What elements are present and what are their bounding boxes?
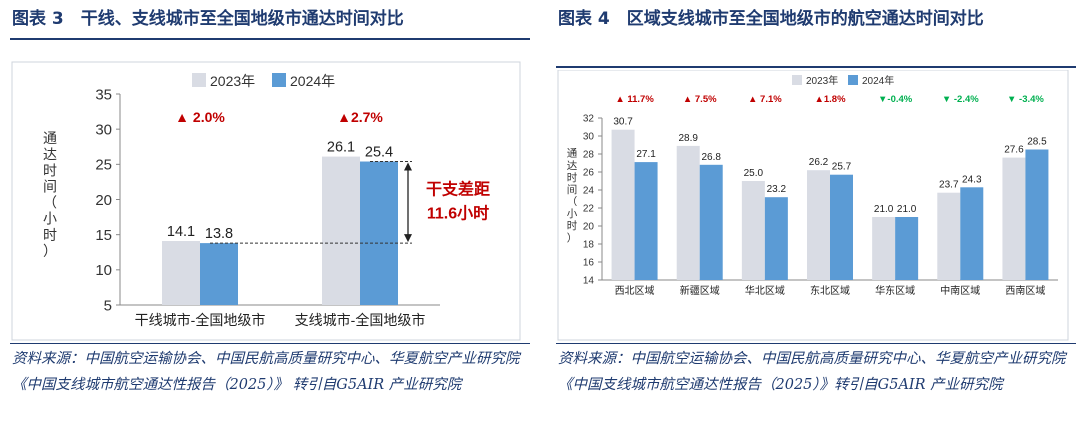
y-tick-label: 16 <box>583 258 595 269</box>
y-axis-label: 通达时间（小时） <box>567 148 578 245</box>
category-label: 中南区域 <box>940 284 980 297</box>
data-label-2023: 23.7 <box>939 180 959 191</box>
figure-4-title: 图表 4 区域支线城市至全国地级市的航空通达时间对比 <box>558 9 984 29</box>
data-label-2023: 26.1 <box>327 140 355 156</box>
bar-2023 <box>872 217 896 280</box>
data-label-2024: 13.8 <box>205 226 233 242</box>
y-tick-label: 18 <box>583 240 595 251</box>
category-label: 新疆区域 <box>680 284 720 297</box>
figure-3-source-rule <box>10 343 530 344</box>
gap-label-line2: 11.6小时 <box>427 204 489 222</box>
bar-2023 <box>807 170 830 280</box>
category-label: 华北区域 <box>745 284 785 297</box>
data-label-2024: 26.8 <box>701 152 721 163</box>
bar-2023 <box>741 181 765 280</box>
figure-4-source-note: 资料来源：中国航空运输协会、中国民航高质量研究中心、华夏航空产业研究院《中国支线… <box>558 351 1066 393</box>
legend-swatch-0 <box>192 73 206 87</box>
chart-frame <box>11 61 521 341</box>
y-tick-label: 30 <box>95 121 112 138</box>
change-label: ▲ 2.0% <box>175 109 225 125</box>
y-tick-label: 24 <box>583 186 595 197</box>
figure-3-chart: 2023年 2024年 5 10 15 20 25 30 35 通达时间（小时） 14.1 13.8 干… <box>11 61 521 341</box>
bar-2024 <box>634 162 658 280</box>
legend-label-1: 2024年 <box>862 74 894 87</box>
y-tick-label: 22 <box>583 204 595 215</box>
category-label: 西北区域 <box>615 284 655 297</box>
bar-2023 <box>676 145 700 280</box>
bar-2023 <box>162 240 200 305</box>
legend-swatch-1 <box>848 75 858 85</box>
category-label: 西南区域 <box>1005 284 1045 297</box>
figure-3-title: 图表 3 干线、支线城市至全国地级市通达时间对比 <box>12 9 404 29</box>
data-label-2024: 25.4 <box>365 145 393 161</box>
gap-label-line1: 干支差距 <box>426 179 490 198</box>
data-label-2023: 21.0 <box>874 204 894 215</box>
change-label: ▲2.7% <box>337 109 383 125</box>
figure-3-title-rule <box>10 38 530 40</box>
data-label-2023: 26.2 <box>809 157 829 168</box>
bar-2024 <box>699 164 723 280</box>
figure-4-source-rule <box>556 343 1076 344</box>
legend-swatch-1 <box>272 73 286 87</box>
change-label: ▲ 11.7% <box>615 94 654 105</box>
y-tick-label: 30 <box>583 132 595 143</box>
y-tick-label: 14 <box>583 276 595 287</box>
gap-arrow-head-up <box>404 162 412 171</box>
y-tick-label: 25 <box>95 157 112 174</box>
y-tick-label: 10 <box>95 262 112 279</box>
figure-4-chart: 2023年 2024年 14 16 18 20 22 24 26 28 30 32 通达时间（小时） 30… <box>557 70 1069 341</box>
legend-label-0: 2023年 <box>806 74 838 87</box>
change-label: ▲ 7.5% <box>683 94 717 105</box>
legend-label-0: 2023年 <box>210 73 255 89</box>
bar-2024 <box>360 161 398 305</box>
bar-2023 <box>937 192 961 280</box>
category-label: 干线城市-全国地级市 <box>135 312 266 328</box>
change-label: ▼ -3.4% <box>1007 94 1044 105</box>
data-label-2023: 14.1 <box>167 224 195 240</box>
bar-2024 <box>1025 149 1049 280</box>
data-label-2023: 25.0 <box>744 168 764 179</box>
bar-2024 <box>764 197 788 280</box>
change-label: ▲ 7.1% <box>748 94 782 105</box>
figure-3-panel: 图表 3 干线、支线城市至全国地级市通达时间对比 2023年 2024年 5 10 15… <box>0 0 530 442</box>
data-label-2024: 27.1 <box>636 149 656 160</box>
category-label: 东北区域 <box>810 284 850 297</box>
data-label-2024: 28.5 <box>1027 137 1047 148</box>
y-tick-label: 15 <box>95 227 112 244</box>
data-label-2023: 28.9 <box>678 133 698 144</box>
figure-4-panel: 图表 4 区域支线城市至全国地级市的航空通达时间对比 2023年 2024年 14 1… <box>550 0 1080 442</box>
bar-2023 <box>611 129 635 280</box>
bar-2024 <box>960 187 984 280</box>
data-label-2023: 30.7 <box>613 117 633 128</box>
bar-2024 <box>200 243 238 305</box>
figure-3-source-note: 资料来源：中国航空运输协会、中国民航高质量研究中心、华夏航空产业研究院《中国支线… <box>12 351 520 393</box>
y-tick-label: 20 <box>583 222 595 233</box>
y-tick-label: 5 <box>104 297 112 314</box>
legend-label-1: 2024年 <box>290 73 335 89</box>
gap-arrow-head-down <box>404 234 412 243</box>
data-label-2023: 27.6 <box>1004 145 1024 156</box>
y-tick-label: 28 <box>583 150 595 161</box>
bar-2024 <box>830 174 853 280</box>
bar-2024 <box>895 217 919 280</box>
y-axis-label: 通达时间（小时） <box>43 130 57 259</box>
data-label-2024: 24.3 <box>962 174 982 185</box>
category-label: 华东区域 <box>875 284 915 297</box>
y-tick-label: 32 <box>583 114 595 125</box>
legend-swatch-0 <box>792 75 802 85</box>
change-label: ▲1.8% <box>814 94 846 105</box>
y-tick-label: 26 <box>583 168 595 179</box>
data-label-2024: 25.7 <box>832 162 852 173</box>
category-label: 支线城市-全国地级市 <box>295 312 426 328</box>
y-tick-label: 35 <box>95 86 112 103</box>
y-tick-label: 20 <box>95 192 112 209</box>
figure-4-title-rule <box>556 66 1076 68</box>
bar-2023 <box>1002 157 1026 280</box>
change-label: ▼ -2.4% <box>942 94 979 105</box>
data-label-2024: 23.2 <box>767 184 787 195</box>
data-label-2024: 21.0 <box>897 204 917 215</box>
change-label: ▼-0.4% <box>878 94 913 105</box>
bar-2023 <box>322 156 360 305</box>
chart-frame <box>557 70 1069 341</box>
